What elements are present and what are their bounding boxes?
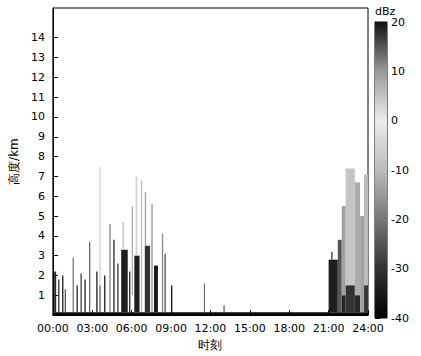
svg-text:13: 13 <box>31 51 45 64</box>
svg-text:21:00: 21:00 <box>313 322 345 335</box>
svg-text:高度/km: 高度/km <box>7 138 21 185</box>
svg-text:06:00: 06:00 <box>116 322 148 335</box>
svg-text:4: 4 <box>38 229 45 242</box>
svg-text:11: 11 <box>31 91 45 104</box>
svg-text:6: 6 <box>38 190 45 203</box>
svg-text:12: 12 <box>31 71 45 84</box>
svg-text:-10: -10 <box>391 164 409 177</box>
svg-text:18:00: 18:00 <box>273 322 305 335</box>
svg-text:2: 2 <box>38 269 45 282</box>
svg-text:20: 20 <box>391 16 405 29</box>
svg-text:-40: -40 <box>391 312 409 325</box>
svg-text:10: 10 <box>391 65 405 78</box>
svg-text:15:00: 15:00 <box>234 322 266 335</box>
svg-text:7: 7 <box>38 170 45 183</box>
svg-text:24:00: 24:00 <box>352 322 384 335</box>
svg-text:14: 14 <box>31 31 45 44</box>
svg-text:3: 3 <box>38 249 45 262</box>
svg-text:12:00: 12:00 <box>195 322 227 335</box>
svg-text:9: 9 <box>38 130 45 143</box>
svg-text:09:00: 09:00 <box>155 322 187 335</box>
svg-text:0: 0 <box>391 114 398 127</box>
svg-text:10: 10 <box>31 110 45 123</box>
svg-text:00:00: 00:00 <box>37 322 69 335</box>
svg-text:-20: -20 <box>391 213 409 226</box>
svg-text:-30: -30 <box>391 262 409 275</box>
svg-text:1: 1 <box>38 289 45 302</box>
svg-text:dBz: dBz <box>375 4 396 18</box>
svg-text:5: 5 <box>38 210 45 223</box>
svg-text:时刻: 时刻 <box>198 338 222 352</box>
svg-text:8: 8 <box>38 150 45 163</box>
svg-text:03:00: 03:00 <box>76 322 108 335</box>
